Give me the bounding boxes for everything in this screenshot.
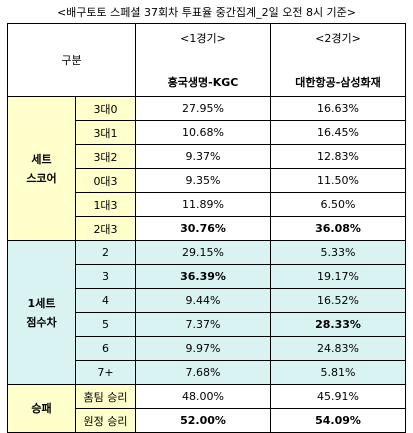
page-title: <배구토토 스페셜 37회차 투표율 중간집계_2일 오전 8시 기준> [56, 6, 357, 19]
row-label: 7+ [75, 360, 136, 385]
row-label: 1대3 [75, 192, 136, 217]
game-2-value: 16.45% [270, 120, 406, 145]
table-row: 3대1 10.68% 16.45% [8, 120, 406, 145]
row-label: 5 [75, 312, 136, 337]
row-label: 2 [75, 240, 136, 265]
game-2-value: 45.91% [270, 384, 406, 409]
game-1-value: 29.15% [135, 240, 271, 265]
header-game-1: <1경기> 흥국생명-KGC [135, 23, 271, 97]
game-2-value: 19.17% [270, 264, 406, 289]
row-label: 3대0 [75, 96, 136, 121]
game-2-value: 24.83% [270, 336, 406, 361]
game-1-value: 9.37% [135, 144, 271, 169]
game-1-value: 52.00% [135, 408, 271, 433]
game-2-value: 28.33% [270, 312, 406, 337]
header-gubun: 구분 [7, 23, 136, 97]
game-1-match: 흥국생명-KGC [167, 76, 239, 89]
table-row: 3대2 9.37% 12.83% [8, 144, 406, 169]
game-1-value: 11.89% [135, 192, 271, 217]
table-row: 1대3 11.89% 6.50% [8, 192, 406, 217]
game-1-label: <1경기> [180, 32, 226, 45]
header-row: 구분 <1경기> 흥국생명-KGC <2경기> 대한항공-삼성화재 [7, 23, 406, 97]
game-2-match: 대한항공-삼성화재 [295, 76, 381, 89]
row-label: 3대2 [75, 144, 136, 169]
game-1-value: 36.39% [135, 264, 271, 289]
row-label: 3 [75, 264, 136, 289]
game-2-value: 5.81% [270, 360, 406, 385]
row-label: 홈팀 승리 [75, 384, 136, 409]
game-1-value: 48.00% [135, 384, 271, 409]
row-label: 4 [75, 288, 136, 313]
game-2-value: 36.08% [270, 216, 406, 241]
table-row: 5 7.37% 28.33% [8, 312, 406, 337]
category-cell: 승패 [7, 384, 76, 433]
game-1-value: 9.44% [135, 288, 271, 313]
game-2-value: 12.83% [270, 144, 406, 169]
row-label: 원정 승리 [75, 408, 136, 433]
category-cell: 세트 스코어 [7, 96, 76, 241]
game-1-value: 9.35% [135, 168, 271, 193]
table-row: 0대3 9.35% 11.50% [8, 168, 406, 193]
game-2-label: <2경기> [315, 32, 361, 45]
game-1-value: 9.97% [135, 336, 271, 361]
game-1-value: 10.68% [135, 120, 271, 145]
row-label: 0대3 [75, 168, 136, 193]
game-2-value: 5.33% [270, 240, 406, 265]
row-label: 3대1 [75, 120, 136, 145]
game-2-value: 54.09% [270, 408, 406, 433]
table-row: 4 9.44% 16.52% [8, 288, 406, 313]
game-1-value: 7.37% [135, 312, 271, 337]
game-2-value: 6.50% [270, 192, 406, 217]
vote-rate-table: 구분 <1경기> 흥국생명-KGC <2경기> 대한항공-삼성화재 세트 스코어… [7, 23, 406, 433]
game-1-value: 27.95% [135, 96, 271, 121]
table-row: 승패 홈팀 승리 48.00% 45.91% [7, 384, 406, 433]
game-2-value: 16.52% [270, 288, 406, 313]
game-1-value: 30.76% [135, 216, 271, 241]
table-row: 2대3 30.76% 36.08% [8, 216, 406, 241]
game-2-value: 16.63% [270, 96, 406, 121]
table-row: 7+ 7.68% 5.81% [8, 360, 406, 385]
table-row: 세트 스코어 3대0 27.95% 16.63% [7, 96, 406, 241]
header-game-2: <2경기> 대한항공-삼성화재 [270, 23, 406, 97]
table-row: 1세트 점수차 2 29.15% 5.33% [7, 240, 406, 385]
game-2-value: 11.50% [270, 168, 406, 193]
category-cell: 1세트 점수차 [7, 240, 76, 385]
row-label: 6 [75, 336, 136, 361]
table-row: 3 36.39% 19.17% [8, 264, 406, 289]
game-1-value: 7.68% [135, 360, 271, 385]
row-label: 2대3 [75, 216, 136, 241]
